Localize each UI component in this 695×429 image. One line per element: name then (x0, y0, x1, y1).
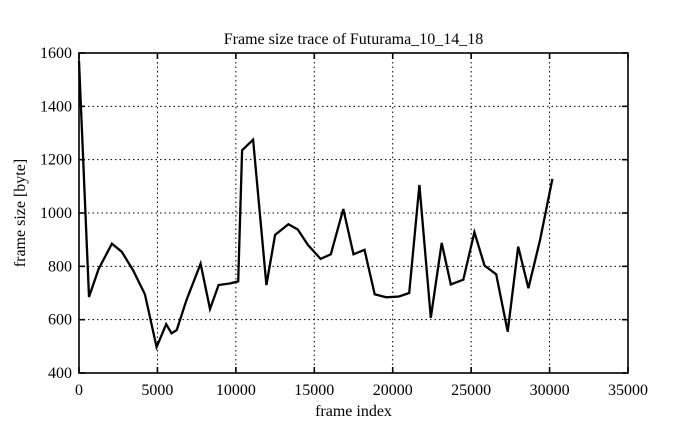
x-tick-label: 35000 (608, 382, 648, 399)
x-tick-label: 20000 (373, 382, 413, 399)
y-tick-label: 1600 (40, 45, 72, 62)
data-line (77, 60, 554, 351)
y-tick-label: 1000 (40, 205, 72, 222)
x-tick-label: 25000 (451, 382, 491, 399)
x-axis-label: frame index (315, 403, 392, 420)
y-tick-label: 600 (48, 312, 72, 329)
y-tick-label: 1200 (40, 152, 72, 169)
y-tick-label: 1400 (40, 98, 72, 115)
y-tick-label: 800 (48, 258, 72, 275)
y-tick-label: 400 (48, 365, 72, 382)
x-tick-label: 10000 (216, 382, 256, 399)
x-tick-label: 0 (75, 382, 83, 399)
y-axis-label: frame size [byte] (12, 158, 29, 268)
x-tick-label: 15000 (294, 382, 334, 399)
chart-title: Frame size trace of Futurama_10_14_18 (223, 31, 484, 48)
x-tick-label: 30000 (530, 382, 570, 399)
x-tick-label: 5000 (141, 382, 173, 399)
